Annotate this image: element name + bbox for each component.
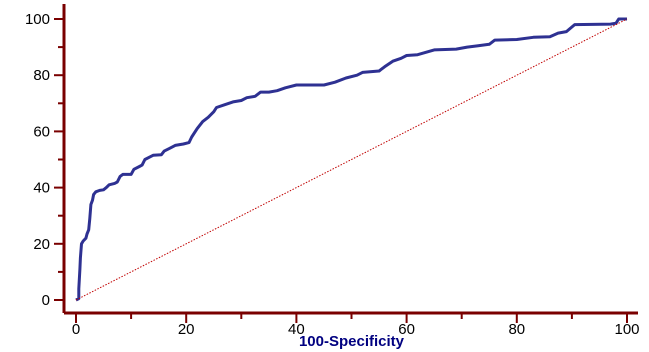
axes-layer: [54, 4, 638, 323]
reference-diagonal: [75, 18, 628, 301]
y-tick-label: 60: [33, 123, 50, 140]
x-tick-label: 0: [72, 321, 80, 338]
x-tick-label: 100: [614, 321, 639, 338]
x-tick-label: 40: [288, 321, 305, 338]
y-tick-label: 40: [33, 180, 50, 197]
x-tick-label: 20: [178, 321, 195, 338]
x-tick-label: 80: [508, 321, 525, 338]
x-axis-title: 100-Specificity: [299, 333, 405, 350]
label-layer: 0 20 40 60 80 100 0 20 40 60 80 100: [25, 11, 640, 338]
y-tick-label: 0: [42, 292, 50, 309]
x-tick-label: 60: [398, 321, 415, 338]
roc-curve: [75, 17, 627, 302]
y-tick-label: 100: [25, 11, 50, 28]
series-layer: [75, 17, 628, 302]
y-tick-label: 20: [33, 236, 50, 253]
y-tick-label: 80: [33, 67, 50, 84]
